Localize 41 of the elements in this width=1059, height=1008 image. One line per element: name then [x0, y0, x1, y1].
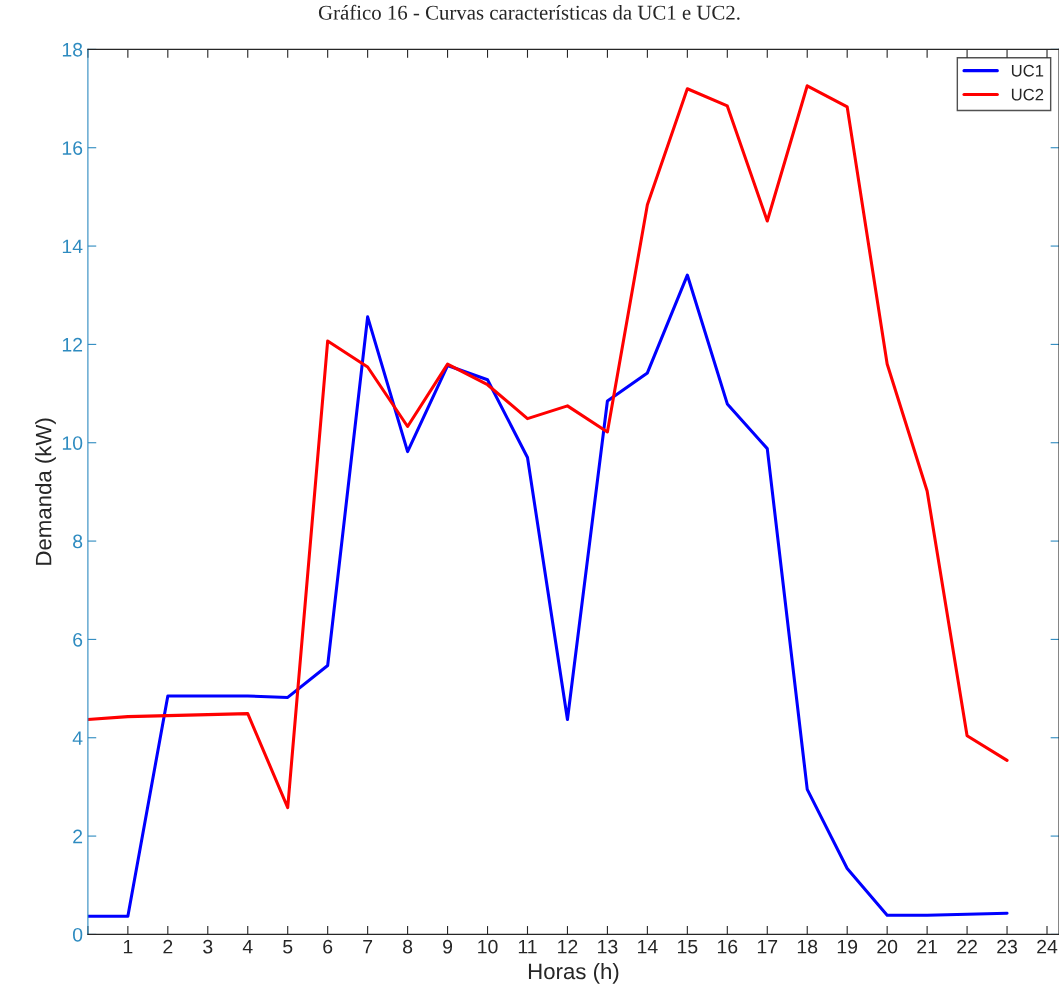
y-tick-label: 18 — [62, 42, 83, 57]
x-tick-label: 24 — [1037, 939, 1058, 954]
y-tick-label: 10 — [62, 436, 83, 450]
x-tick-label: 22 — [957, 939, 977, 954]
y-tick-label: 16 — [62, 141, 83, 155]
x-axis-title: Horas (h) — [528, 962, 619, 984]
x-tick-label: 6 — [323, 939, 333, 954]
x-tick-label: 16 — [717, 939, 738, 954]
line-series — [87, 84, 1009, 810]
x-tick-label: 1 — [123, 939, 133, 954]
x-tick-label: 20 — [877, 939, 898, 954]
chart-title: Gráfico 16 - Curvas características da UC1 e UC2. — [318, 4, 740, 20]
line-series — [87, 273, 1009, 918]
y-tick-label: 0 — [72, 927, 83, 942]
x-tick-label: 10 — [478, 939, 498, 954]
legend-label: UC1 — [1011, 64, 1044, 77]
y-tick-label: 12 — [62, 337, 83, 352]
x-tick-label: 11 — [518, 939, 537, 954]
y-axis-title: Demanda (kW) — [35, 418, 56, 565]
x-tick-label: 2 — [163, 939, 173, 954]
x-tick-label: 5 — [283, 939, 293, 954]
x-tick-label: 15 — [678, 939, 698, 954]
y-tick-label: 8 — [73, 534, 83, 549]
y-tick-label: 6 — [73, 632, 83, 647]
x-tick-label: 9 — [443, 939, 453, 954]
x-tick-label: 12 — [558, 939, 578, 954]
x-tick-label: 19 — [837, 939, 858, 954]
x-tick-label: 23 — [997, 939, 1018, 954]
x-tick-label: 21 — [917, 939, 937, 954]
legend-label: UC2 — [1011, 88, 1044, 101]
x-tick-label: 13 — [598, 939, 618, 954]
x-tick-label: 7 — [363, 939, 373, 954]
x-tick-label: 14 — [638, 939, 658, 954]
y-tick-label: 4 — [72, 731, 83, 745]
x-tick-label: 8 — [403, 939, 413, 954]
y-tick-label: 14 — [62, 239, 83, 254]
x-tick-label: 17 — [757, 939, 778, 954]
x-tick-label: 18 — [797, 939, 818, 954]
y-tick-label: 2 — [73, 829, 83, 844]
x-tick-label: 4 — [242, 939, 253, 954]
x-tick-label: 3 — [203, 939, 213, 954]
